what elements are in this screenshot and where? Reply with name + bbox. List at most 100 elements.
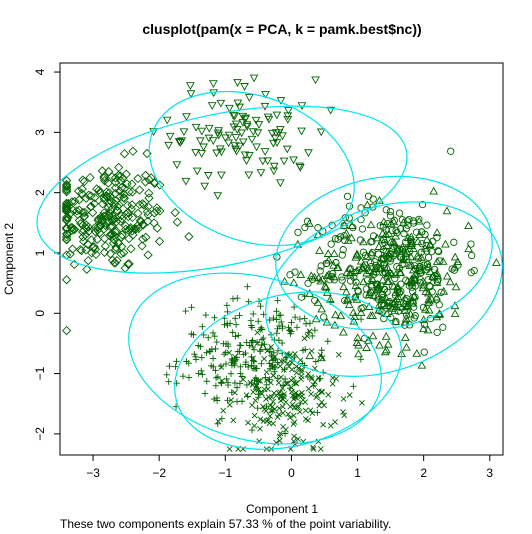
data-point-triangle-down <box>251 116 261 125</box>
data-point-triangle-up <box>403 301 413 310</box>
data-point-circle <box>437 288 445 297</box>
data-point-triangle-up <box>333 263 343 271</box>
data-point-triangle-down <box>224 131 234 140</box>
data-point-triangle-down <box>244 171 254 180</box>
data-point-cross <box>257 378 264 384</box>
data-point-cross <box>243 392 250 398</box>
data-point-cross <box>260 418 267 424</box>
data-point-triangle-up <box>453 257 463 266</box>
data-point-cross <box>273 392 280 399</box>
data-point-diamond <box>142 206 153 217</box>
data-point-circle <box>331 235 340 243</box>
data-point-cross <box>304 333 311 339</box>
data-point-diamond <box>155 206 165 216</box>
data-point-cross <box>296 408 303 415</box>
data-point-circle <box>439 323 447 331</box>
data-point-triangle-up <box>445 277 455 286</box>
data-point-triangle-down <box>279 157 289 166</box>
data-point-cross <box>346 392 353 398</box>
data-point-diamond <box>84 226 94 237</box>
data-point-triangle-down <box>204 124 214 133</box>
data-point-plus <box>198 367 205 375</box>
data-point-triangle-up <box>424 262 434 270</box>
data-point-triangle-up <box>315 246 324 254</box>
data-point-diamond <box>140 177 151 187</box>
data-point-plus <box>198 354 205 361</box>
data-point-triangle-down <box>172 161 182 170</box>
data-point-plus <box>192 356 200 363</box>
data-point-triangle-up <box>382 301 392 310</box>
data-point-cross <box>305 385 312 392</box>
data-point-diamond <box>78 220 88 230</box>
data-point-diamond <box>119 149 130 159</box>
data-point-triangle-up <box>362 200 372 209</box>
data-point-triangle-down <box>209 80 218 88</box>
data-point-diamond <box>93 222 103 233</box>
data-point-triangle-up <box>365 266 374 274</box>
data-point-cross <box>251 422 258 429</box>
data-point-triangle-up <box>354 349 363 358</box>
data-point-diamond <box>152 206 162 216</box>
data-point-cross <box>293 363 300 370</box>
data-point-triangle-up <box>310 272 319 281</box>
data-point-cross <box>269 355 276 362</box>
data-point-circle <box>428 288 436 296</box>
data-point-cross <box>279 403 286 410</box>
data-point-triangle-down <box>253 129 263 138</box>
data-point-triangle-down <box>263 157 273 166</box>
data-point-diamond <box>125 224 135 235</box>
data-point-diamond <box>91 249 101 260</box>
data-point-diamond <box>99 171 109 182</box>
data-point-diamond <box>136 217 146 227</box>
data-point-circle <box>435 247 443 256</box>
data-point-diamond <box>155 180 165 190</box>
data-point-cross <box>333 375 340 382</box>
data-point-triangle-up <box>345 268 355 277</box>
data-point-triangle-down <box>326 106 336 115</box>
data-point-diamond <box>116 182 127 193</box>
data-point-cross <box>268 394 275 400</box>
data-point-triangle-up <box>395 268 405 276</box>
data-point-triangle-down <box>212 149 221 158</box>
data-point-plus <box>243 381 251 389</box>
data-point-plus <box>288 319 295 326</box>
data-point-triangle-up <box>410 273 420 282</box>
data-point-plus <box>224 322 231 329</box>
data-point-triangle-down <box>191 123 201 132</box>
data-point-diamond <box>135 216 146 226</box>
data-point-cross <box>270 420 277 427</box>
data-point-cross <box>253 383 260 390</box>
data-point-triangle-down <box>263 113 273 122</box>
data-point-cross <box>309 410 316 417</box>
data-point-diamond <box>128 146 138 156</box>
data-point-triangle-up <box>387 269 397 278</box>
data-point-triangle-up <box>349 308 358 316</box>
data-point-circle <box>423 260 432 268</box>
data-point-circle <box>378 308 386 316</box>
data-point-plus <box>212 382 220 389</box>
data-point-plus <box>242 349 249 357</box>
data-point-cross <box>290 375 297 382</box>
data-point-cross <box>302 416 309 422</box>
data-point-cross <box>308 374 315 380</box>
cluster-ellipse <box>128 272 382 445</box>
data-point-triangle-down <box>164 141 173 150</box>
data-point-triangle-up <box>419 324 428 333</box>
data-point-triangle-down <box>316 128 326 137</box>
plot-frame <box>59 62 504 456</box>
data-point-circle <box>423 221 431 229</box>
data-point-plus <box>266 316 273 324</box>
data-point-diamond <box>76 245 87 256</box>
data-point-triangle-up <box>405 261 415 269</box>
data-point-circle <box>386 212 395 220</box>
data-point-triangle-up <box>347 233 356 242</box>
data-point-diamond <box>101 191 112 202</box>
data-point-circle <box>468 251 476 260</box>
data-point-diamond <box>61 185 72 195</box>
data-point-diamond <box>61 202 72 212</box>
data-point-plus <box>220 340 227 347</box>
data-point-plus <box>229 356 236 364</box>
data-point-plus <box>214 373 222 381</box>
variability-caption: These two components explain 57.33 % of … <box>60 517 391 531</box>
data-point-triangle-up <box>407 238 417 247</box>
